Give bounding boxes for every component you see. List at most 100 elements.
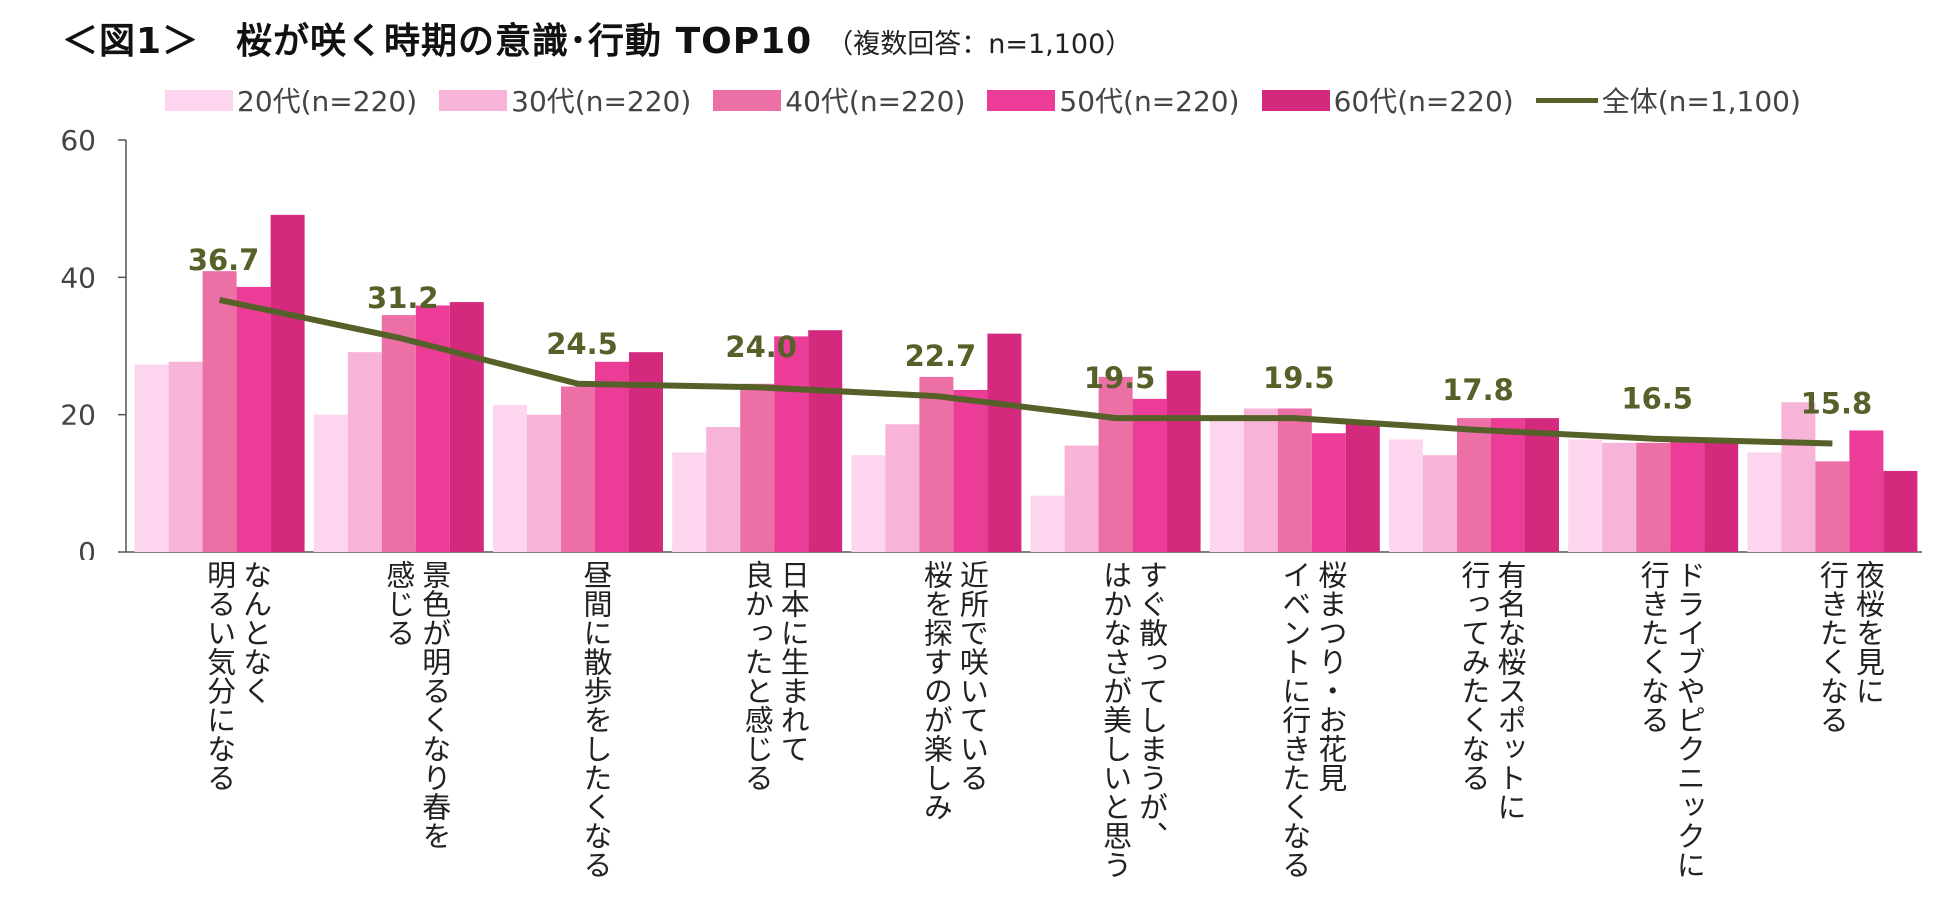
category-label: すぐ散ってしまうが、 はかなさが美しいと思う — [1098, 560, 1170, 920]
total-data-label: 19.5 — [1263, 361, 1335, 395]
legend-swatch-50s — [987, 89, 1056, 111]
category-label-line: 昼間に散歩をしたくなる — [579, 560, 613, 879]
legend-item-50s: 50代(n=220) — [987, 80, 1240, 120]
bar-s20 — [851, 455, 886, 552]
legend-swatch-20s — [165, 89, 233, 111]
y-tick-label: 60 — [60, 124, 96, 157]
legend-item-60s: 60代(n=220) — [1261, 80, 1514, 120]
bar-s60 — [808, 330, 843, 552]
legend-label-20s: 20代(n=220) — [237, 85, 418, 118]
bar-s60 — [987, 333, 1022, 552]
total-data-label: 16.5 — [1621, 382, 1693, 416]
legend-swatch-30s — [439, 89, 508, 111]
legend-label-60s: 60代(n=220) — [1333, 85, 1514, 118]
y-tick-label: 20 — [60, 399, 96, 432]
category-label-line: ドライブやピクニックに — [1672, 560, 1707, 879]
bar-s60 — [1345, 420, 1380, 552]
bar-s50 — [1311, 433, 1346, 552]
bar-s60 — [449, 302, 484, 552]
category-label-line: 行きたくなる — [1815, 560, 1850, 734]
total-data-label: 31.2 — [367, 281, 439, 315]
category-label-line: 行きたくなる — [1636, 560, 1671, 734]
category-label-line: 近所で咲いている — [955, 560, 990, 792]
bar-s30 — [1423, 455, 1457, 552]
bar-s20 — [1209, 420, 1244, 552]
bar-s30 — [706, 427, 741, 552]
bar-s50 — [953, 389, 988, 552]
category-label: 夜桜を見に 行きたくなる — [1814, 560, 1886, 920]
category-label: 日本に生まれて 良かったと感じる — [739, 560, 811, 920]
legend-item-40s: 40代(n=220) — [713, 80, 965, 120]
category-label-line: すぐ散ってしまうが、 — [1134, 560, 1169, 850]
chart-title-row: ＜図1＞ 桜が咲く時期の意識･行動 TOP10 （複数回答：n=1,100） — [62, 12, 1132, 68]
category-label-line: 行ってみたくなる — [1457, 560, 1491, 792]
bar-s20 — [313, 414, 348, 552]
category-label-line: 良かったと感じる — [740, 560, 775, 792]
bar-s50 — [236, 286, 271, 552]
total-data-label: 17.8 — [1442, 373, 1514, 407]
category-label: 近所で咲いている 桜を探すのが楽しみ — [918, 560, 990, 920]
category-label-line: 夜桜を見に — [1851, 560, 1886, 705]
legend-item-total: 全体(n=1,100) — [1535, 80, 1801, 120]
bar-s60 — [1883, 470, 1918, 552]
category-label-line: 日本に生まれて — [776, 560, 811, 763]
category-label-line: はかなさが美しいと思う — [1098, 560, 1133, 879]
bar-s40 — [919, 376, 954, 552]
bar-s20 — [1747, 452, 1782, 552]
total-line — [218, 297, 1833, 447]
legend-swatch-40s — [713, 89, 782, 111]
category-label-line: 感じる — [381, 560, 416, 647]
category-label: なんとなく 明るい気分になる — [202, 560, 274, 920]
category-label-line: 桜まつり・お花見 — [1313, 560, 1348, 792]
bar-s60 — [270, 214, 305, 552]
legend-label-50s: 50代(n=220) — [1059, 85, 1240, 118]
bar-s40 — [740, 383, 775, 552]
category-label-line: 有名な桜スポットに — [1493, 560, 1527, 821]
total-data-label: 22.7 — [905, 339, 977, 373]
category-label-line: 桜を探すのが楽しみ — [919, 560, 954, 821]
category-label-line: なんとなく — [238, 560, 273, 705]
bar-s60 — [1704, 439, 1739, 552]
chart-plot: 0204060(%)36.731.224.524.022.719.519.517… — [60, 124, 1922, 560]
legend-item-30s: 30代(n=220) — [439, 80, 691, 120]
bar-s30 — [1243, 408, 1278, 552]
category-label: 桜まつり・お花見 イベントに行きたくなる — [1277, 560, 1349, 920]
bar-s30 — [1781, 402, 1816, 552]
bar-s50 — [1491, 418, 1525, 552]
legend-swatch-60s — [1261, 89, 1330, 111]
bar-s20 — [1389, 439, 1423, 552]
bar-s50 — [1670, 439, 1705, 552]
total-data-label: 15.8 — [1801, 387, 1873, 421]
bar-s30 — [168, 361, 203, 552]
bar-s30 — [885, 424, 920, 552]
bar-s20 — [1568, 439, 1603, 552]
legend: 20代(n=220) 30代(n=220) 40代(n=220) 50代(n=2… — [165, 80, 1823, 120]
bar-s30 — [1602, 442, 1637, 552]
bar-s40 — [561, 386, 595, 552]
bar-s20 — [1030, 495, 1065, 552]
legend-line-total — [1535, 97, 1598, 103]
bar-s30 — [347, 352, 382, 552]
total-data-label: 36.7 — [188, 243, 260, 277]
bar-s40 — [1815, 461, 1850, 552]
category-label: 昼間に散歩をしたくなる — [578, 560, 614, 920]
bar-s40 — [1636, 442, 1671, 552]
bar-s30 — [1064, 445, 1099, 552]
y-tick-label: 0 — [78, 536, 96, 560]
total-data-label: 24.0 — [725, 330, 797, 364]
bar-s40 — [202, 271, 237, 552]
category-label-line: 景色が明るくなり春を — [417, 560, 452, 850]
total-data-label: 19.5 — [1084, 361, 1156, 395]
bar-s50 — [1849, 430, 1884, 552]
y-tick-label: 40 — [60, 261, 96, 294]
bar-s40 — [1277, 408, 1312, 552]
bar-s40 — [1457, 418, 1491, 552]
category-label: ドライブやピクニックに 行きたくなる — [1635, 560, 1707, 920]
bar-s40 — [381, 315, 416, 552]
chart-title: ＜図1＞ 桜が咲く時期の意識･行動 TOP10 — [62, 21, 813, 62]
category-label: 有名な桜スポットに 行ってみたくなる — [1456, 560, 1528, 920]
bar-s60 — [1166, 370, 1201, 552]
bar-s20 — [493, 405, 527, 552]
category-label: 景色が明るくなり春を 感じる — [381, 560, 453, 920]
bar-s20 — [672, 452, 707, 552]
